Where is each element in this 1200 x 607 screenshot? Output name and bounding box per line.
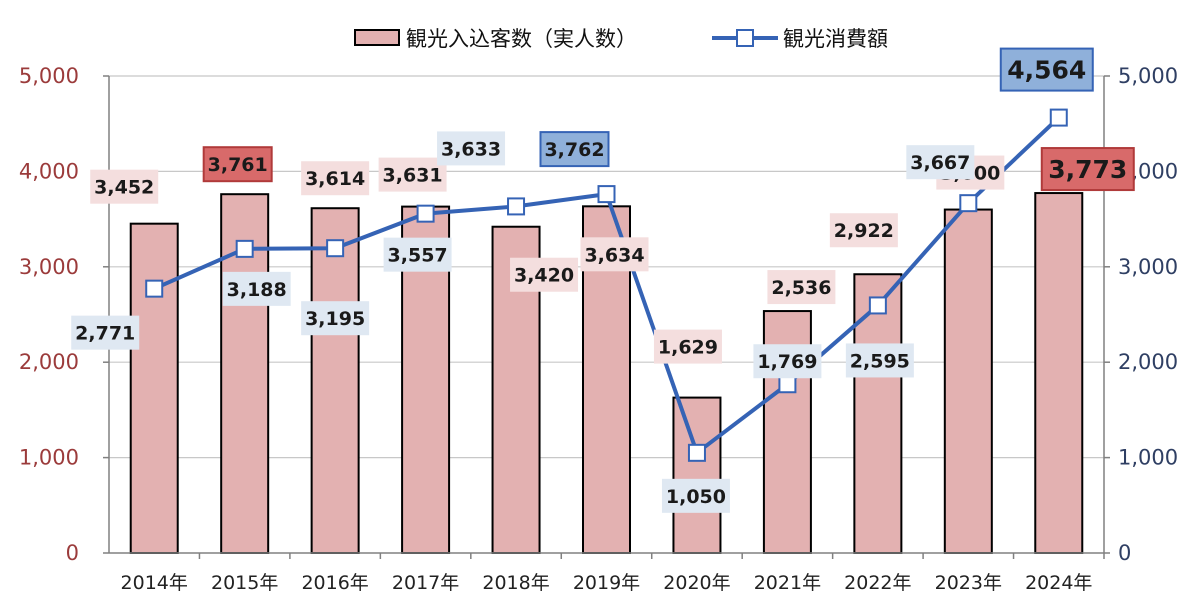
left-tick-label: 2,000 [19,350,79,374]
bar-data-label: 2,922 [834,220,894,242]
line-label-box [301,301,370,336]
bar-data-label: 3,773 [1048,155,1127,184]
line-label-box [222,271,291,306]
right-tick-label: 0 [1118,541,1131,565]
line-data-label: 3,188 [227,279,287,301]
bar-data-label: 3,452 [94,177,154,199]
right-tick-label: 5,000 [1118,64,1178,88]
line-label-box [71,315,140,350]
line-label-box [383,237,452,272]
left-tick-label: 5,000 [19,64,79,88]
right-tick-label: 1,000 [1118,446,1178,470]
line-point [145,279,164,298]
x-tick-label: 2015年 [211,572,278,594]
bar-label-box [767,270,836,305]
x-tick-label: 2018年 [482,572,549,594]
line-point [416,204,435,223]
left-tick-label: 4,000 [19,159,79,183]
legend-bar-label: 観光入込客数（実人数） [406,27,637,51]
bar-data-label: 3,614 [305,168,365,190]
line-point [326,239,345,258]
bar-data-label: 3,420 [514,265,574,287]
line-label-box [999,47,1094,92]
left-tick-label: 3,000 [19,255,79,279]
x-tick-label: 2019年 [573,572,640,594]
line-data-label: 3,762 [544,139,604,161]
line-label-box [753,344,822,379]
legend-bar-swatch [354,29,400,46]
line-data-label: 3,195 [305,308,365,330]
x-tick-label: 2017年 [392,572,459,594]
bar-label-box [1040,147,1135,192]
line-data-label: 2,771 [75,323,135,345]
bar-label-box [580,237,649,272]
bar [310,207,360,554]
line-label-box [845,343,914,378]
left-tick-label: 1,000 [19,446,79,470]
axes: 0 1,000 2,000 3,000 4,000 5,000 0 1,000 2,000 3,0… [19,64,1178,594]
legend: 観光入込客数（実人数） 観光消費額 [354,27,888,51]
line-label-box [906,145,975,180]
line-data-label: 2,595 [850,350,910,372]
x-tick-label: 2014年 [121,572,188,594]
line-point [507,197,526,216]
line-data-label: 3,633 [441,138,501,160]
line-data-label: 3,557 [388,245,448,267]
bar-label-box [90,169,159,204]
line-point [959,194,978,213]
line-data-label: 4,564 [1007,56,1086,85]
x-tick-label: 2016年 [301,572,368,594]
line-point [868,296,887,315]
line-series [145,108,1068,462]
bar [1034,192,1084,555]
right-tick-label: 2,000 [1118,350,1178,374]
line-point [235,239,254,258]
line-label-box [661,478,730,513]
bar-label-box [202,146,273,183]
bar-data-label: 1,629 [658,337,718,359]
line-point [1049,108,1068,127]
bar-label-box [653,329,722,364]
right-tick-label: 3,000 [1118,255,1178,279]
x-tick-label: 2023年 [935,572,1002,594]
line-point [597,185,616,204]
line-data-label: 3,667 [910,152,970,174]
x-tick-label: 2021年 [754,572,821,594]
bar [129,222,179,554]
bar-data-label: 3,631 [383,165,443,187]
line-data-label: 1,050 [666,486,726,508]
bar [672,396,722,555]
bar-data-label: 3,634 [584,244,644,266]
bar [943,208,993,554]
bar [853,273,903,554]
x-tick-label: 2024年 [1025,572,1092,594]
line-data-label: 1,769 [757,351,817,373]
bar-label-box [829,213,898,248]
legend-line-label: 観光消費額 [783,27,888,51]
left-tick-label: 0 [66,541,79,565]
line-point [687,443,706,462]
bar-data-label: 2,536 [771,277,831,299]
x-tick-label: 2022年 [844,572,911,594]
bar-label-box [510,257,579,292]
bar-label-box [301,161,370,196]
legend-line-marker [736,29,754,47]
x-tick-label: 2020年 [663,572,730,594]
line-label-box [437,131,506,166]
line-point [778,375,797,394]
bar-label-box [378,157,447,192]
bar-data-label: 3,761 [208,154,268,176]
line-label-box [539,131,610,168]
data-labels: 3,452 3,761 3,614 3,631 3,420 3,634 1,629 2,536… [71,47,1135,513]
